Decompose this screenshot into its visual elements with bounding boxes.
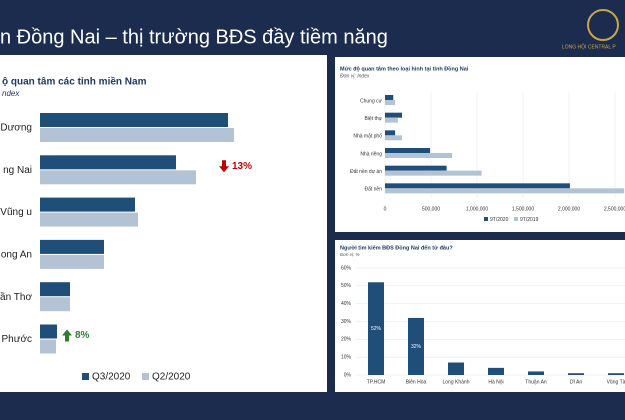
bar xyxy=(385,135,403,141)
bar xyxy=(385,95,394,100)
annotation: 13% xyxy=(232,161,252,172)
legend-label: 9T/2020 xyxy=(490,217,509,223)
y-tick-label: 10% xyxy=(341,354,352,360)
x-tick-label: Thuận An xyxy=(525,379,547,385)
x-tick-label: Biên Hòa xyxy=(406,379,427,385)
bar xyxy=(385,112,403,118)
slide-title: n Đồng Nai – thị trường BĐS đầy tiềm năn… xyxy=(0,26,388,48)
category-label: Đất nền dự án xyxy=(350,169,382,175)
category-label: ng Nai xyxy=(3,165,32,176)
legend-swatch xyxy=(484,217,488,221)
y-tick-label: 20% xyxy=(341,337,352,343)
bar xyxy=(40,155,176,170)
data-label: 52% xyxy=(371,326,382,332)
bar xyxy=(568,373,584,375)
x-tick-label: Long Khánh xyxy=(443,379,470,385)
legend-swatch xyxy=(514,217,518,221)
bar xyxy=(408,317,424,375)
annotation-arrow xyxy=(219,160,229,173)
bar xyxy=(368,282,384,375)
category-label: Nhà riêng xyxy=(360,151,382,157)
bar xyxy=(385,183,570,189)
category-label: Dương xyxy=(0,123,32,134)
chart-title: Mức độ quan tâm theo loại hình tại tỉnh … xyxy=(340,66,469,72)
bar xyxy=(385,130,396,136)
panel-top-right xyxy=(335,57,625,232)
category-label: Phước xyxy=(2,334,32,345)
bar xyxy=(40,297,70,312)
x-tick-label: 0 xyxy=(384,206,387,212)
category-label: Chung cư xyxy=(360,98,383,104)
legend-label: Q2/2020 xyxy=(152,372,191,383)
chart-subtitle: ndex xyxy=(2,89,20,98)
chart-top-right: Mức độ quan tâm theo loại hình tại tỉnh … xyxy=(340,66,625,222)
legend-label: 9T/2019 xyxy=(520,217,539,223)
x-tick-label: 500,000 xyxy=(422,206,440,212)
y-tick-label: 40% xyxy=(341,301,352,307)
category-label: Nhà mặt phố xyxy=(353,134,382,140)
x-tick-label: 1,000,000 xyxy=(466,206,488,212)
x-tick-label: Hà Nội xyxy=(488,379,503,385)
bar xyxy=(385,170,482,176)
bar xyxy=(385,117,398,123)
x-tick-label: 1,500,000 xyxy=(512,206,534,212)
bar xyxy=(40,212,138,227)
bar xyxy=(385,100,396,105)
category-label: ần Thơ xyxy=(0,291,32,303)
bar xyxy=(385,148,431,153)
y-tick-label: 0% xyxy=(344,372,352,378)
bar xyxy=(40,339,56,354)
annotation-arrow xyxy=(62,329,72,342)
bar xyxy=(40,197,135,212)
annotation: 8% xyxy=(75,330,90,341)
bar xyxy=(528,371,544,375)
x-tick-label: 2,000,000 xyxy=(558,206,580,212)
category-label: - Vũng u xyxy=(0,207,32,218)
bar xyxy=(488,367,504,375)
logo-mark xyxy=(587,9,619,41)
y-tick-label: 30% xyxy=(341,319,352,325)
category-label: ong An xyxy=(1,250,32,261)
logo-text: LONG HỘI CENTRAL P xyxy=(562,43,616,50)
x-tick-label: Vũng Tà xyxy=(607,379,625,385)
y-tick-label: 60% xyxy=(341,265,352,271)
bar xyxy=(385,165,447,171)
bar xyxy=(608,373,624,375)
y-tick-label: 50% xyxy=(341,283,352,289)
bar xyxy=(40,128,234,142)
bar xyxy=(40,239,104,254)
x-tick-label: 2,500,000 xyxy=(604,206,625,212)
category-label: Biệt thự xyxy=(364,116,382,122)
bar xyxy=(385,188,625,194)
legend-swatch xyxy=(82,373,89,380)
chart-subtitle: Đơn vị: % xyxy=(340,252,359,257)
bar xyxy=(40,254,104,269)
bar xyxy=(40,113,228,127)
bar xyxy=(40,324,57,339)
x-tick-label: TP.HCM xyxy=(367,379,386,385)
bar xyxy=(385,153,453,158)
bar xyxy=(448,362,464,375)
data-label: 32% xyxy=(411,344,422,350)
chart-title: Người tìm kiếm BĐS Đồng Nai đến từ đâu? xyxy=(340,244,453,251)
chart-subtitle: Đơn vị: Index xyxy=(340,73,370,79)
bar xyxy=(40,282,70,297)
x-tick-label: Dĩ An xyxy=(570,379,582,385)
bar xyxy=(40,170,196,185)
chart-bottom-right: Người tìm kiếm BĐS Đồng Nai đến từ đâu?Đ… xyxy=(340,244,625,385)
legend-label: Q3/2020 xyxy=(92,372,131,383)
legend-swatch xyxy=(142,373,149,380)
chart-title: ộ quan tâm các tỉnh miền Nam xyxy=(2,76,147,88)
category-label: Đất nền xyxy=(364,187,382,193)
